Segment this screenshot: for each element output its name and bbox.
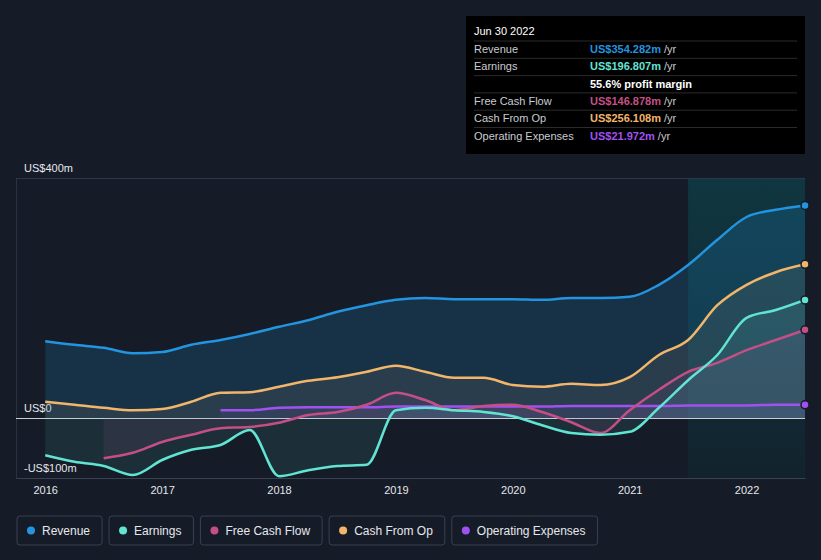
legend-dot [27, 527, 35, 535]
legend-dot [119, 527, 127, 535]
legend-item[interactable]: Cash From Op [329, 516, 445, 545]
tooltip-value-text: US$146.878m [590, 95, 661, 107]
x-tick: 2022 [735, 478, 759, 496]
tooltip-value: US$21.972m/yr [590, 130, 670, 142]
legend-item[interactable]: Earnings [109, 516, 193, 545]
tooltip-value: US$256.108m/yr [590, 112, 677, 124]
x-tick-label: 2020 [501, 484, 525, 496]
tooltip-unit: /yr [664, 60, 677, 72]
end-dot [801, 326, 809, 334]
series-line [45, 300, 805, 476]
legend-item[interactable]: Operating Expenses [452, 516, 598, 545]
grid-line [16, 478, 805, 479]
series-line [104, 330, 805, 458]
x-tick: 2018 [267, 478, 291, 496]
y-tick-label: -US$100m [24, 462, 77, 474]
y-tick: US$400m [16, 162, 805, 178]
legend-box [329, 516, 445, 545]
legend-dot [210, 527, 218, 535]
tooltip-box [466, 16, 805, 154]
legend-box [109, 516, 193, 545]
y-axis: -US$100mUS$0US$400m [16, 162, 805, 478]
tooltip-value: US$354.282m/yr [590, 43, 677, 55]
x-tick: 2019 [384, 478, 408, 496]
tooltip-unit: /yr [664, 95, 677, 107]
x-tick-label: 2022 [735, 484, 759, 496]
tooltip-value-text: US$256.108m [590, 112, 661, 124]
end-dot [801, 296, 809, 304]
tooltip-separator [474, 75, 797, 76]
x-tick-label: 2017 [150, 484, 174, 496]
series-area [45, 205, 805, 418]
x-tick: 2016 [33, 478, 57, 496]
tooltip-label: Revenue [474, 43, 518, 55]
legend-item[interactable]: Revenue [17, 516, 102, 545]
tooltip-unit: /yr [658, 130, 671, 142]
legend-dot [339, 527, 347, 535]
end-dots [801, 201, 809, 408]
legend-label: Operating Expenses [477, 524, 586, 538]
x-tick-label: 2016 [33, 484, 57, 496]
chart: -US$100mUS$0US$400m201620172018201920202… [0, 0, 821, 560]
y-axis-line [16, 179, 17, 479]
x-tick-label: 2021 [618, 484, 642, 496]
y-tick-label: US$400m [24, 162, 73, 174]
tooltip-label: Earnings [474, 60, 518, 72]
series-line [45, 205, 805, 353]
legend-label: Cash From Op [354, 524, 433, 538]
legend-box [452, 516, 598, 545]
legend-item[interactable]: Free Cash Flow [200, 516, 322, 545]
tooltip-value-text: US$21.972m [590, 130, 655, 142]
tooltip-unit: /yr [664, 43, 677, 55]
grid-line [16, 178, 805, 179]
tooltip-separator [474, 58, 797, 59]
x-tick-label: 2019 [384, 484, 408, 496]
x-tick-label: 2018 [267, 484, 291, 496]
tooltip-separator [474, 41, 797, 42]
legend-label: Earnings [134, 524, 181, 538]
end-dot [801, 401, 809, 409]
x-axis: 2016 2017 2018 2019 2020 2021 2022 [17, 478, 806, 496]
legend: Revenue Earnings Free Cash Flow Cash From O… [17, 516, 598, 545]
tooltip-label: Free Cash Flow [474, 95, 552, 107]
plot-area [45, 205, 805, 476]
tooltip-date: Jun 30 2022 [474, 25, 535, 37]
series-line [45, 264, 805, 410]
end-dot [801, 260, 809, 268]
x-tick: 2020 [501, 478, 525, 496]
legend-label: Free Cash Flow [225, 524, 310, 538]
tooltip-separator [474, 110, 797, 111]
tooltip-label: Cash From Op [474, 112, 546, 124]
tooltip-value-text: US$354.282m [590, 43, 661, 55]
tooltip-separator [474, 127, 797, 128]
end-dot [801, 201, 809, 209]
legend-dot [462, 527, 470, 535]
tooltip-value: US$196.807m/yr [590, 60, 677, 72]
tooltip-value: US$146.878m/yr [590, 95, 677, 107]
legend-box [17, 516, 102, 545]
x-tick: 2017 [150, 478, 174, 496]
x-tick: 2021 [618, 478, 642, 496]
background [0, 0, 821, 560]
legend-label: Revenue [42, 524, 90, 538]
tooltip-separator [474, 92, 797, 93]
legend-box [200, 516, 322, 545]
x-axis-line [17, 478, 806, 479]
tooltip-unit: /yr [664, 112, 677, 124]
tooltip: Jun 30 2022 Revenue US$354.282m/yr Earnings… [466, 16, 805, 154]
tooltip-note: 55.6% profit margin [590, 78, 692, 90]
tooltip-label: Operating Expenses [474, 130, 574, 142]
tooltip-value-text: US$196.807m [590, 60, 661, 72]
